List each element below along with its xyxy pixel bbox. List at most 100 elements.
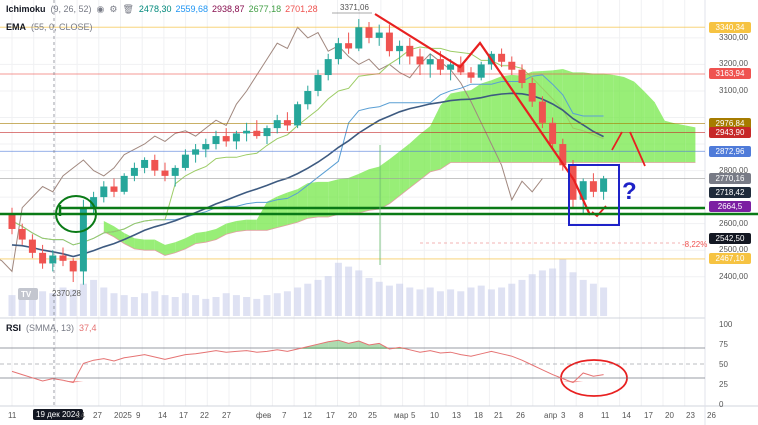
volume-bar <box>396 283 404 316</box>
volume-bar <box>253 298 261 316</box>
cloud-segment <box>318 181 329 218</box>
candle-body <box>518 69 526 83</box>
volume-bar <box>436 291 444 316</box>
volume-bar <box>273 293 281 316</box>
cloud-segment <box>685 125 696 163</box>
candle-body <box>457 64 465 73</box>
candle-body <box>253 130 261 137</box>
candle-body <box>416 56 424 65</box>
cloud-segment <box>369 166 380 211</box>
cloud-segment <box>501 74 512 163</box>
candle-body <box>283 120 291 126</box>
cloud-segment <box>491 76 502 163</box>
date-tick-label: 17 <box>644 411 653 420</box>
ema-legend[interactable]: EMA (55, 0, CLOSE) <box>6 20 93 34</box>
candle-body <box>426 59 434 65</box>
date-tick-label[interactable]: 19 дек 2024 <box>33 409 83 420</box>
volume-bar <box>90 279 98 316</box>
price-tag: 3340,34 <box>709 21 751 33</box>
svg-text:TV: TV <box>21 290 32 299</box>
volume-bar <box>8 295 16 316</box>
volume-bar <box>232 295 240 316</box>
volume-bar <box>151 291 159 316</box>
candle-body <box>192 149 200 155</box>
price-tick-label: 2400,00 <box>719 271 748 281</box>
price-tag: 2976,84 <box>709 118 751 130</box>
date-tick-label: 20 <box>348 411 357 420</box>
cloud-segment <box>379 159 390 210</box>
cloud-segment <box>226 221 237 235</box>
cloud-segment <box>399 143 410 196</box>
volume-bar <box>457 291 465 316</box>
ichimoku-legend[interactable]: Ichimoku (9, 26, 52) ◉ ⚙ 🗑 2478,30 2559,6… <box>6 2 322 16</box>
cloud-segment <box>440 93 451 170</box>
cloud-segment <box>562 69 573 163</box>
price-tag: 2770,16 <box>709 172 751 184</box>
candle-body <box>171 167 179 176</box>
date-tick-label: 9 <box>136 411 141 420</box>
candle-body <box>100 186 108 198</box>
volume-bar <box>528 274 536 316</box>
cloud-segment <box>195 231 206 244</box>
volume-bar <box>487 289 495 316</box>
user-annotations: ? <box>0 13 758 397</box>
volume-bar <box>243 297 251 316</box>
candle-body <box>18 228 26 240</box>
ichimoku-values: 2478,30 2559,68 2938,87 2677,18 2701,28 <box>139 4 322 14</box>
volume-bars <box>8 259 608 316</box>
candle-body <box>436 59 444 70</box>
volume-bar <box>375 281 383 316</box>
cloud-segment <box>430 105 441 172</box>
candle-body <box>59 255 67 261</box>
candle-body <box>314 75 322 91</box>
date-tick-label: 18 <box>474 411 483 420</box>
date-tick-label: 12 <box>303 411 312 420</box>
gear-icon[interactable]: ⚙ <box>109 3 118 14</box>
low-label: 2370,28 <box>52 289 81 298</box>
price-tag: 2467,10 <box>709 253 751 265</box>
rsi-oversold-fill <box>73 381 84 383</box>
rsi-pane <box>0 339 705 384</box>
candle-body <box>569 165 577 200</box>
cloud-segment <box>277 192 288 228</box>
rsi-legend[interactable]: RSI (SMMA, 13) 37,4 <box>6 321 97 335</box>
cloud-segment <box>460 90 471 163</box>
volume-bar <box>569 272 577 316</box>
volume-bar <box>447 289 455 316</box>
cloud-segment <box>450 91 461 163</box>
cloud-segment <box>481 80 492 163</box>
cloud-segment <box>664 120 675 163</box>
cloud-segment <box>409 134 420 188</box>
date-tick-label: 24 <box>76 411 85 420</box>
candle-body <box>477 64 485 78</box>
eye-icon[interactable]: ◉ <box>96 3 105 14</box>
candle-body <box>447 64 455 70</box>
date-tick-label: 2025 <box>114 411 132 420</box>
volume-bar <box>334 262 342 316</box>
candle-body <box>406 45 414 57</box>
cloud-segment <box>134 238 145 251</box>
ichimoku-value: 2559,68 <box>175 4 209 14</box>
volume-bar <box>49 293 57 316</box>
date-tick-label: 3 <box>561 411 566 420</box>
ema-params: (55, 0, CLOSE) <box>31 22 93 32</box>
rsi-name: RSI <box>6 323 22 333</box>
candle-body <box>222 136 230 142</box>
rsi-overbought-fill <box>328 340 339 349</box>
volume-bar <box>283 291 291 316</box>
volume-bar <box>202 298 210 316</box>
volume-bar <box>508 283 516 316</box>
volume-bar <box>345 266 353 316</box>
candle-body <box>549 122 557 145</box>
candle-body <box>334 43 342 60</box>
date-tick-label: 17 <box>179 411 188 420</box>
cloud-segment <box>420 126 431 180</box>
date-tick-label: 26 <box>516 411 525 420</box>
cloud-segment <box>175 238 186 253</box>
candle-body <box>130 167 138 176</box>
candle-body <box>39 252 47 264</box>
blue-question-mark: ? <box>622 178 637 205</box>
date-tick-label: 27 <box>222 411 231 420</box>
delete-icon[interactable]: 🗑 <box>122 3 134 14</box>
